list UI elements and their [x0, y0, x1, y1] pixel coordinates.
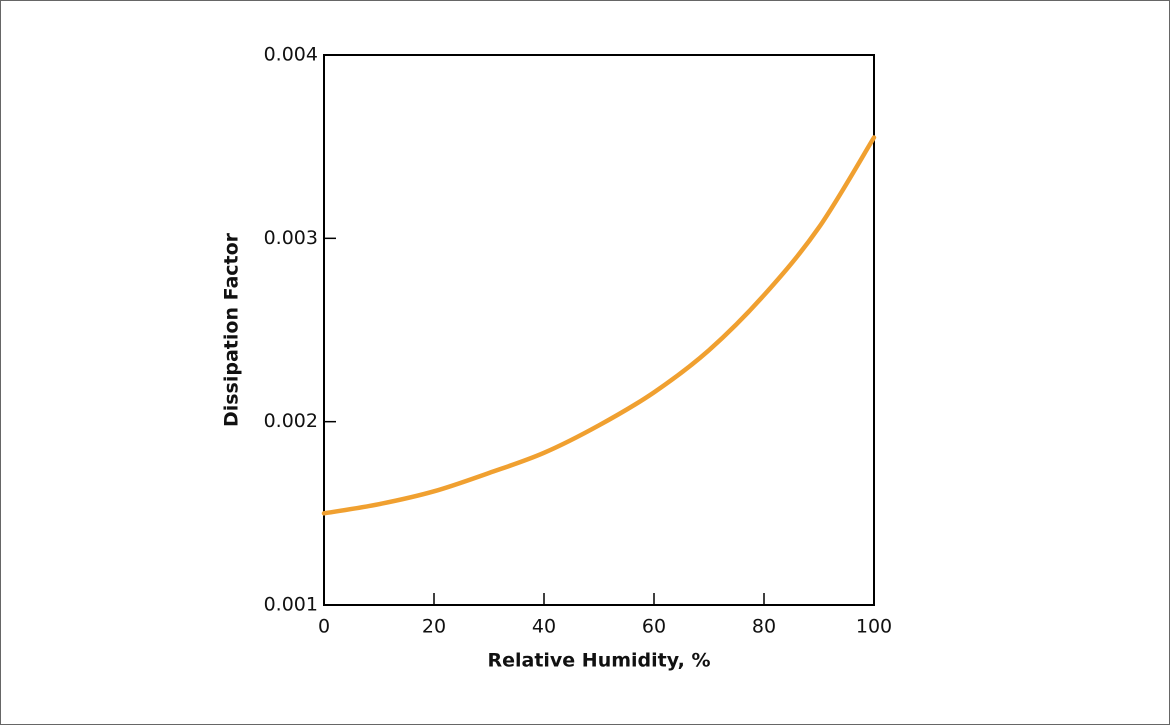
x-axis-title: Relative Humidity, %	[487, 650, 710, 672]
x-tick-label: 100	[856, 616, 892, 638]
x-tick-label: 80	[752, 616, 776, 638]
y-tick-label: 0.004	[264, 44, 318, 66]
x-tick-label: 20	[422, 616, 446, 638]
plot-area	[323, 54, 875, 606]
x-tick-label: 40	[532, 616, 556, 638]
y-tick-label: 0.001	[264, 594, 318, 616]
x-tick-label: 0	[318, 616, 330, 638]
data-line	[321, 135, 877, 516]
y-tick-label: 0.002	[264, 410, 318, 432]
y-tick-label: 0.003	[264, 227, 318, 249]
y-axis-title: Dissipation Factor	[221, 232, 243, 427]
x-tick-label: 60	[642, 616, 666, 638]
